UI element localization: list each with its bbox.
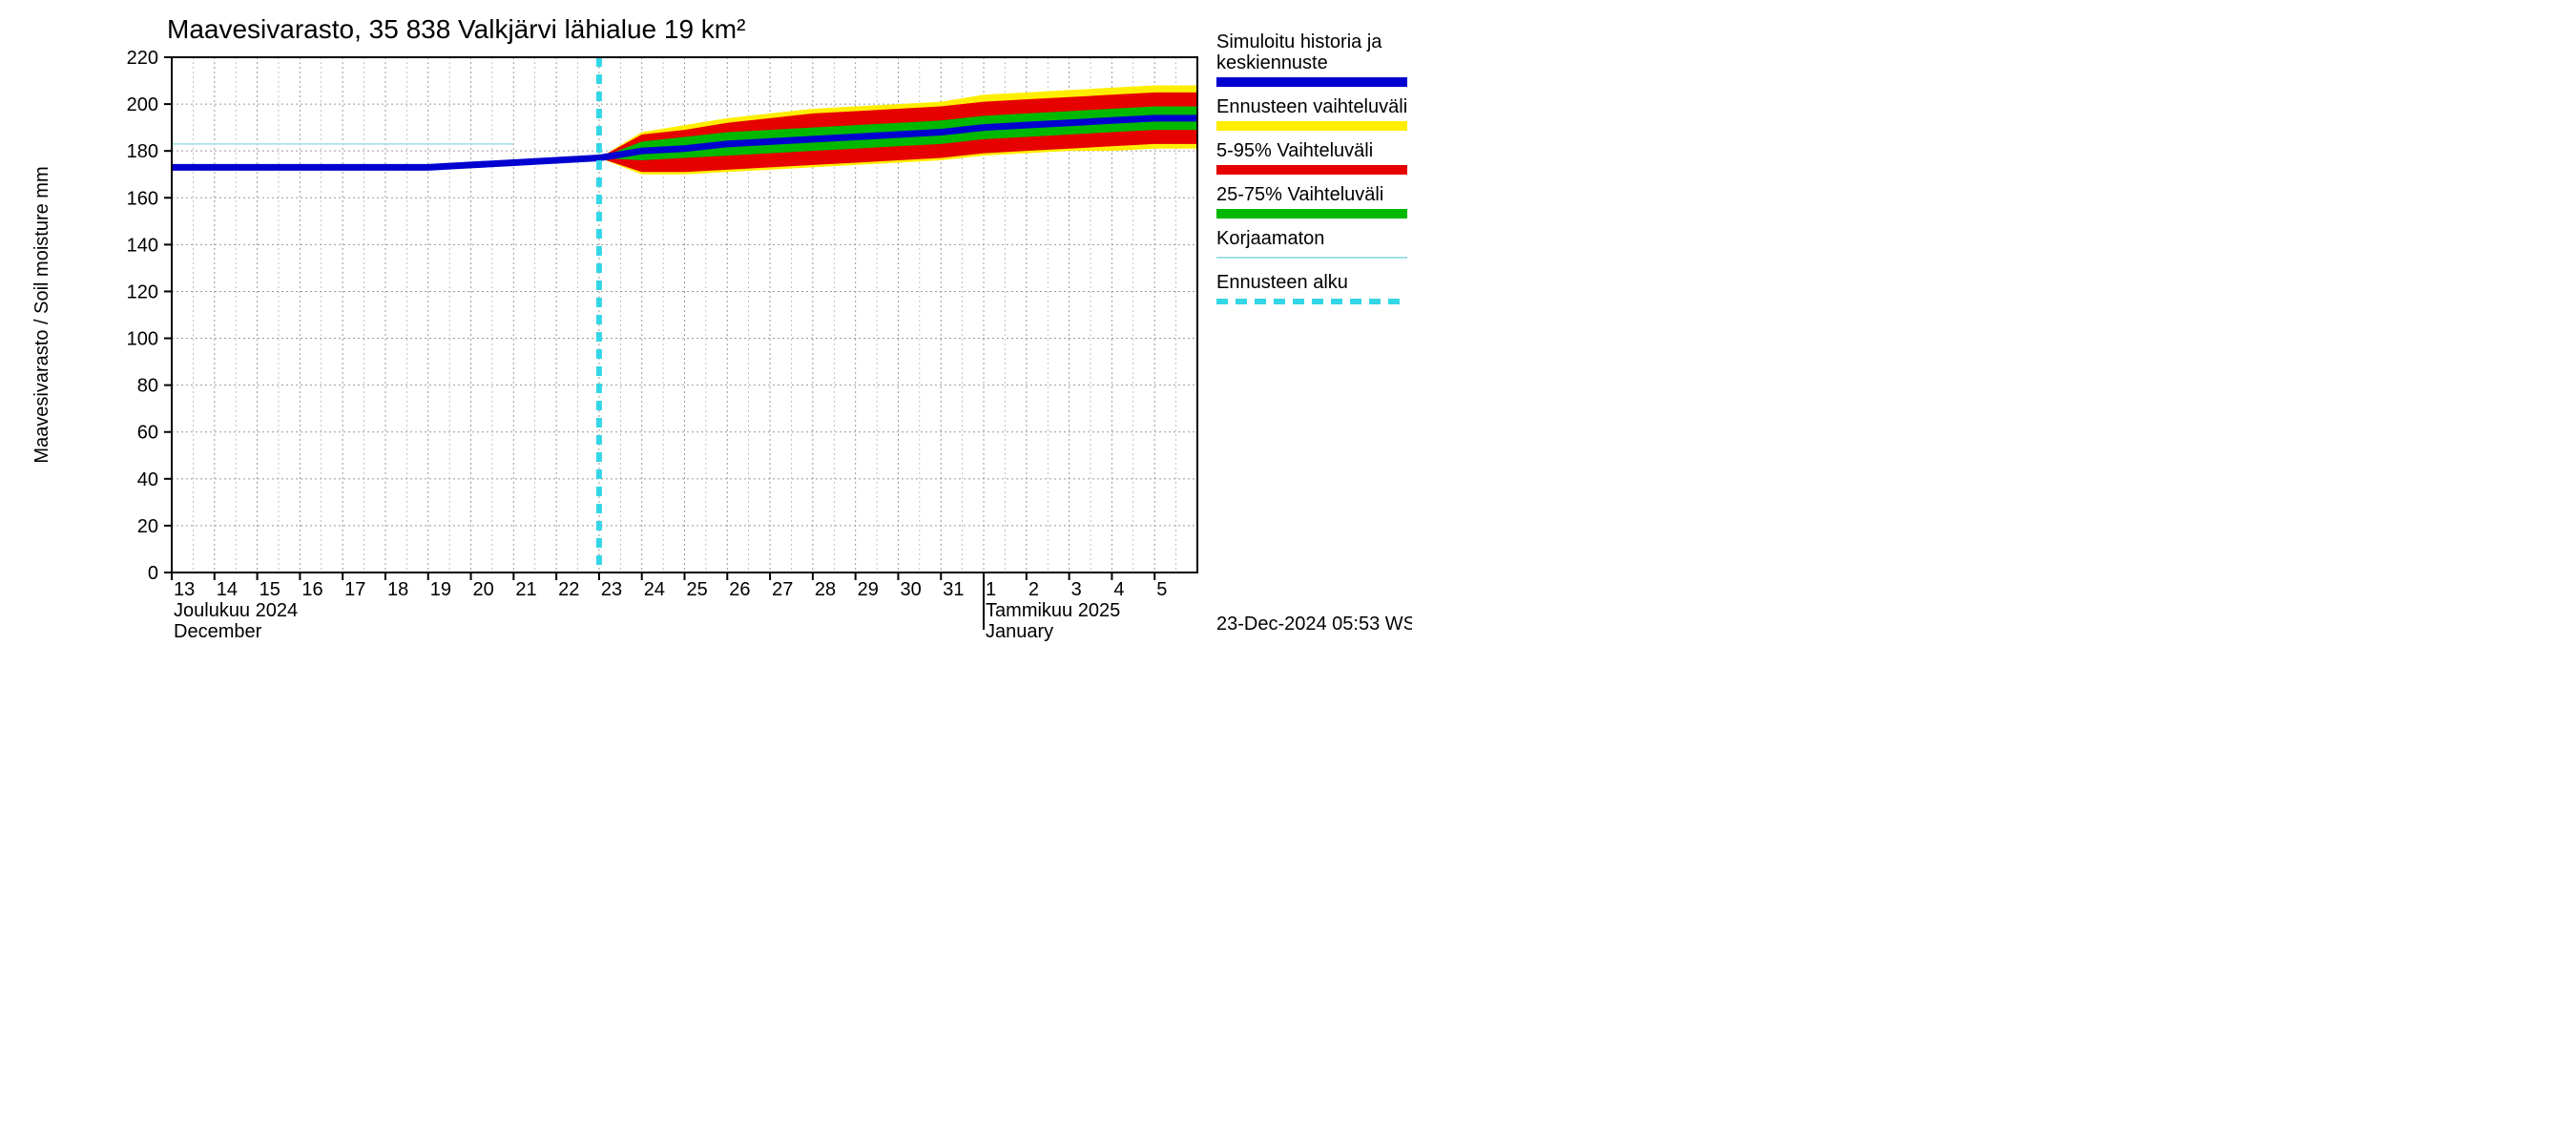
- legend-label: 5-95% Vaihteluväli: [1216, 140, 1373, 161]
- x-tick-label: 29: [858, 579, 879, 600]
- x-tick-label: 20: [473, 579, 494, 600]
- x-tick-label: 5: [1156, 579, 1167, 600]
- x-tick-label: 1: [986, 579, 996, 600]
- x-tick-label: 27: [772, 579, 793, 600]
- x-tick-label: 30: [900, 579, 921, 600]
- y-tick-label: 120: [127, 281, 158, 302]
- month-label-top: Tammikuu 2025: [986, 600, 1120, 621]
- x-tick-label: 28: [815, 579, 836, 600]
- chart-svg: 0204060801001201401601802002201314151617…: [0, 0, 1412, 668]
- y-tick-label: 160: [127, 188, 158, 209]
- x-tick-label: 23: [601, 579, 622, 600]
- soil-moisture-chart: 0204060801001201401601802002201314151617…: [0, 0, 1412, 668]
- legend-label: Korjaamaton: [1216, 228, 1324, 249]
- legend-label: keskiennuste: [1216, 52, 1328, 73]
- y-tick-label: 20: [137, 516, 158, 537]
- x-tick-label: 26: [729, 579, 750, 600]
- y-axis-label: Maavesivarasto / Soil moisture mm: [31, 166, 52, 463]
- y-tick-label: 220: [127, 48, 158, 69]
- month-label-top: Joulukuu 2024: [174, 600, 298, 621]
- x-tick-label: 18: [387, 579, 408, 600]
- x-tick-label: 31: [943, 579, 964, 600]
- chart-footer: 23-Dec-2024 05:53 WSFS-O: [1216, 614, 1412, 635]
- chart-title: Maavesivarasto, 35 838 Valkjärvi lähialu…: [167, 14, 745, 44]
- y-tick-label: 0: [148, 563, 158, 584]
- x-tick-label: 21: [515, 579, 536, 600]
- x-tick-label: 14: [217, 579, 238, 600]
- legend-label: 25-75% Vaihteluväli: [1216, 184, 1383, 205]
- month-label-bottom: December: [174, 621, 262, 642]
- x-tick-label: 4: [1113, 579, 1124, 600]
- x-tick-label: 25: [687, 579, 708, 600]
- y-tick-label: 60: [137, 423, 158, 444]
- x-tick-label: 3: [1071, 579, 1082, 600]
- x-tick-label: 17: [344, 579, 365, 600]
- x-tick-label: 2: [1028, 579, 1039, 600]
- month-label-bottom: January: [986, 621, 1053, 642]
- y-tick-label: 180: [127, 141, 158, 162]
- y-tick-label: 200: [127, 94, 158, 115]
- legend-label: Simuloitu historia ja: [1216, 31, 1382, 52]
- x-tick-label: 15: [260, 579, 280, 600]
- x-tick-label: 22: [558, 579, 579, 600]
- x-tick-label: 16: [301, 579, 322, 600]
- y-tick-label: 140: [127, 235, 158, 256]
- y-tick-label: 80: [137, 376, 158, 397]
- y-tick-label: 40: [137, 469, 158, 490]
- x-tick-label: 13: [174, 579, 195, 600]
- legend-label: Ennusteen vaihteluväli: [1216, 96, 1407, 117]
- legend-label: Ennusteen alku: [1216, 272, 1348, 293]
- x-tick-label: 24: [644, 579, 665, 600]
- x-tick-label: 19: [430, 579, 451, 600]
- y-tick-label: 100: [127, 329, 158, 350]
